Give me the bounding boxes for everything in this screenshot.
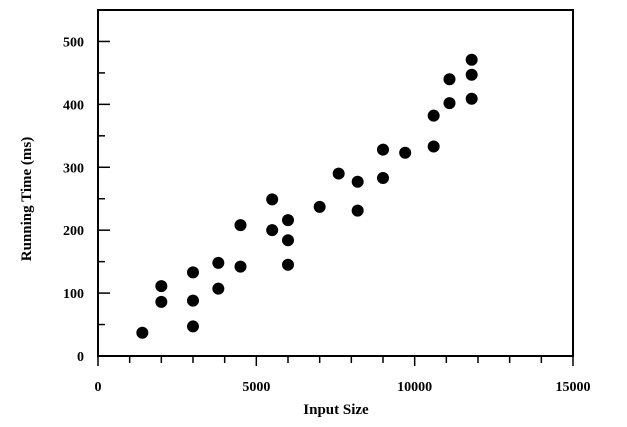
data-point	[155, 280, 168, 293]
data-point	[313, 200, 326, 213]
data-point	[234, 260, 247, 273]
y-tick-label: 400	[63, 98, 84, 113]
data-point	[443, 97, 456, 110]
x-tick-label: 5000	[242, 380, 270, 395]
tick-labels: 0 5000 10000 15000 0 100 200 300 400 500	[63, 35, 591, 395]
x-tick-label: 10000	[397, 380, 432, 395]
y-tick-label: 500	[63, 35, 84, 50]
data-point	[465, 68, 478, 81]
x-tick-label: 0	[95, 380, 102, 395]
data-point	[266, 224, 279, 237]
data-point	[427, 109, 440, 122]
data-point	[427, 140, 440, 153]
data-point	[282, 214, 294, 227]
data-point	[377, 143, 389, 156]
data-point	[187, 294, 199, 307]
y-tick-label: 300	[63, 161, 84, 176]
y-tick-label: 0	[77, 350, 84, 365]
data-points	[136, 53, 478, 339]
x-axis-label: Input Size	[303, 402, 369, 418]
data-point	[351, 175, 364, 188]
y-tick-label: 200	[63, 224, 84, 239]
x-tick-label: 15000	[556, 380, 591, 395]
data-point	[155, 295, 168, 308]
data-point	[399, 146, 412, 159]
data-point	[136, 326, 149, 339]
data-point	[282, 234, 294, 247]
data-point	[443, 73, 456, 86]
data-point	[282, 258, 294, 271]
data-point	[212, 282, 225, 295]
data-point	[377, 171, 389, 184]
data-point	[351, 204, 364, 217]
data-point	[212, 256, 225, 269]
data-point	[465, 92, 478, 105]
data-point	[332, 167, 345, 180]
data-point	[234, 219, 247, 232]
y-tick-label: 100	[63, 287, 84, 302]
plot-frame	[97, 9, 574, 357]
y-axis-label: Running Time (ms)	[19, 137, 35, 261]
axis-ticks	[97, 9, 574, 366]
data-point	[266, 193, 279, 206]
data-point	[465, 53, 478, 66]
data-point	[187, 320, 199, 333]
data-point	[187, 266, 199, 279]
